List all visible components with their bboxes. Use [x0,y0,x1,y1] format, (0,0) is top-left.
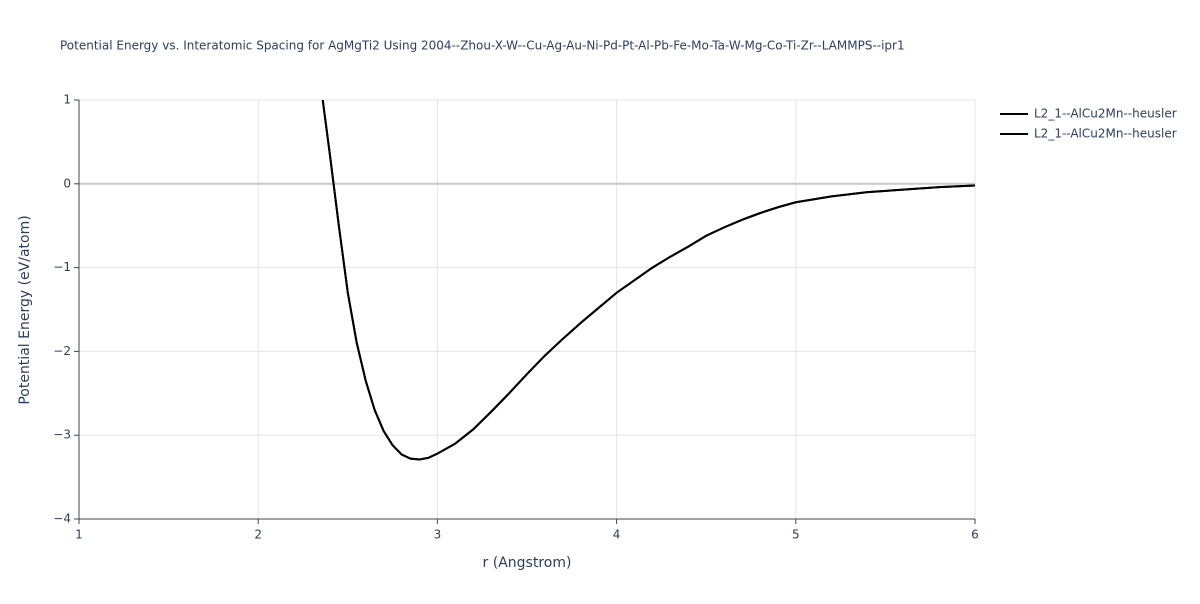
y-tick-label: −1 [53,260,71,274]
chart-title: Potential Energy vs. Interatomic Spacing… [60,39,905,53]
legend-label: L2_1--AlCu2Mn--heusler [1034,107,1177,121]
y-tick-label: −4 [53,512,71,526]
x-axis-label: r (Angstrom) [483,555,572,571]
x-tick-label: 3 [434,528,442,542]
x-tick-label: 4 [613,528,621,542]
x-tick-label: 1 [75,528,83,542]
x-tick-label: 6 [971,528,979,542]
y-tick-label: 0 [63,176,71,190]
line-series [321,100,975,461]
plot-area [321,100,975,461]
y-tick-label: 1 [63,93,71,107]
line-series [321,100,975,461]
y-tick-label: −2 [53,344,71,358]
y-axis-label: Potential Energy (eV/atom) [17,215,33,404]
x-tick-label: 5 [792,528,800,542]
legend-label: L2_1--AlCu2Mn--heusler [1034,127,1177,141]
x-tick-label: 2 [254,528,262,542]
y-tick-label: −3 [53,428,71,442]
